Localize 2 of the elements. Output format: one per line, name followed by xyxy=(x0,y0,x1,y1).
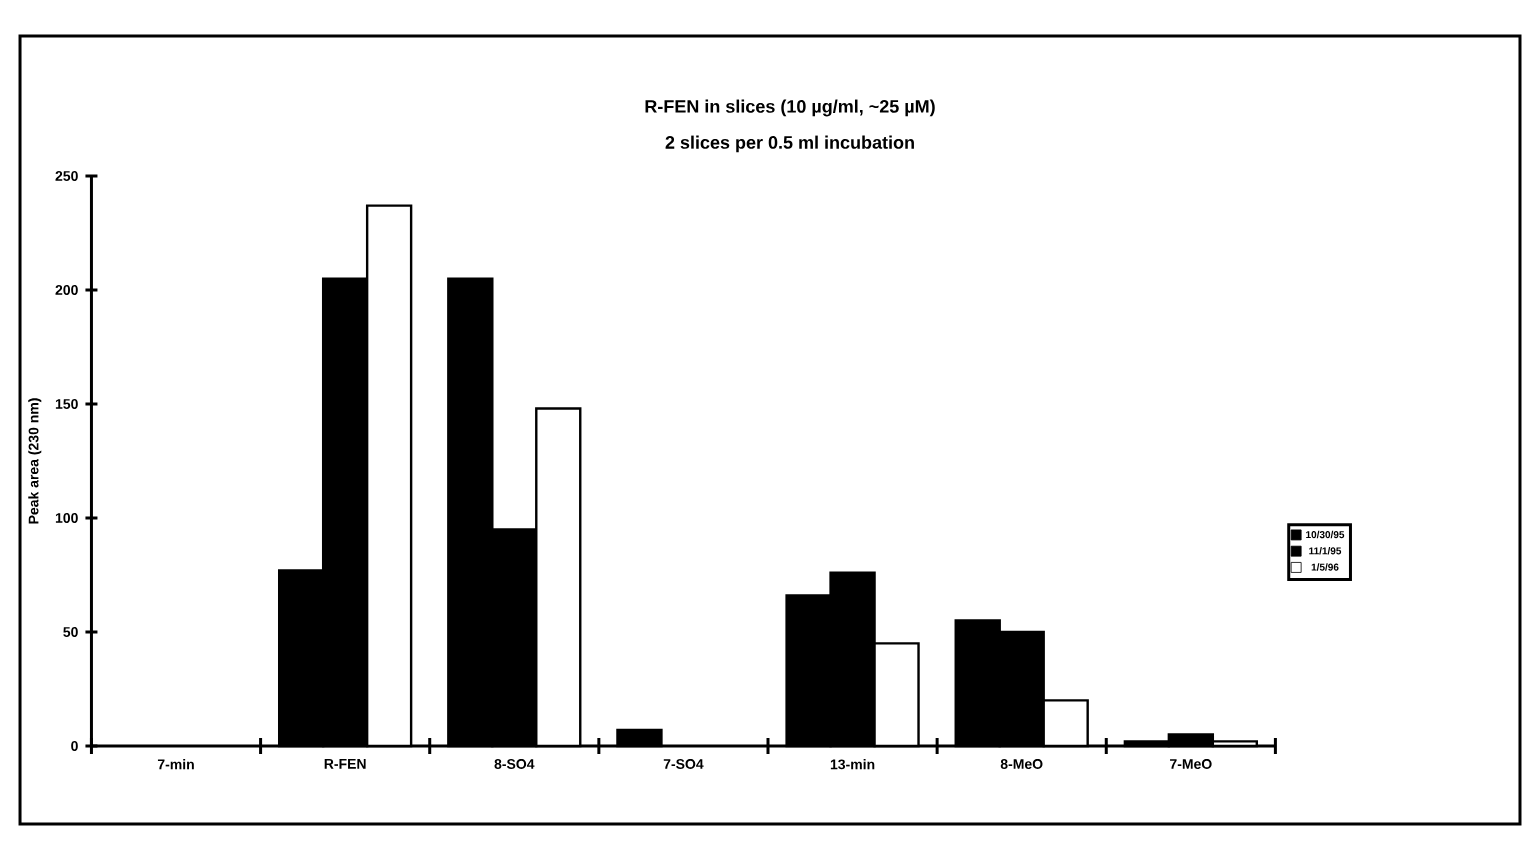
chart-subtitle: 2 slices per 0.5 ml incubation xyxy=(665,135,914,153)
chart-title: R-FEN in slices (10 µg/ml, ~25 µM) xyxy=(645,99,935,117)
